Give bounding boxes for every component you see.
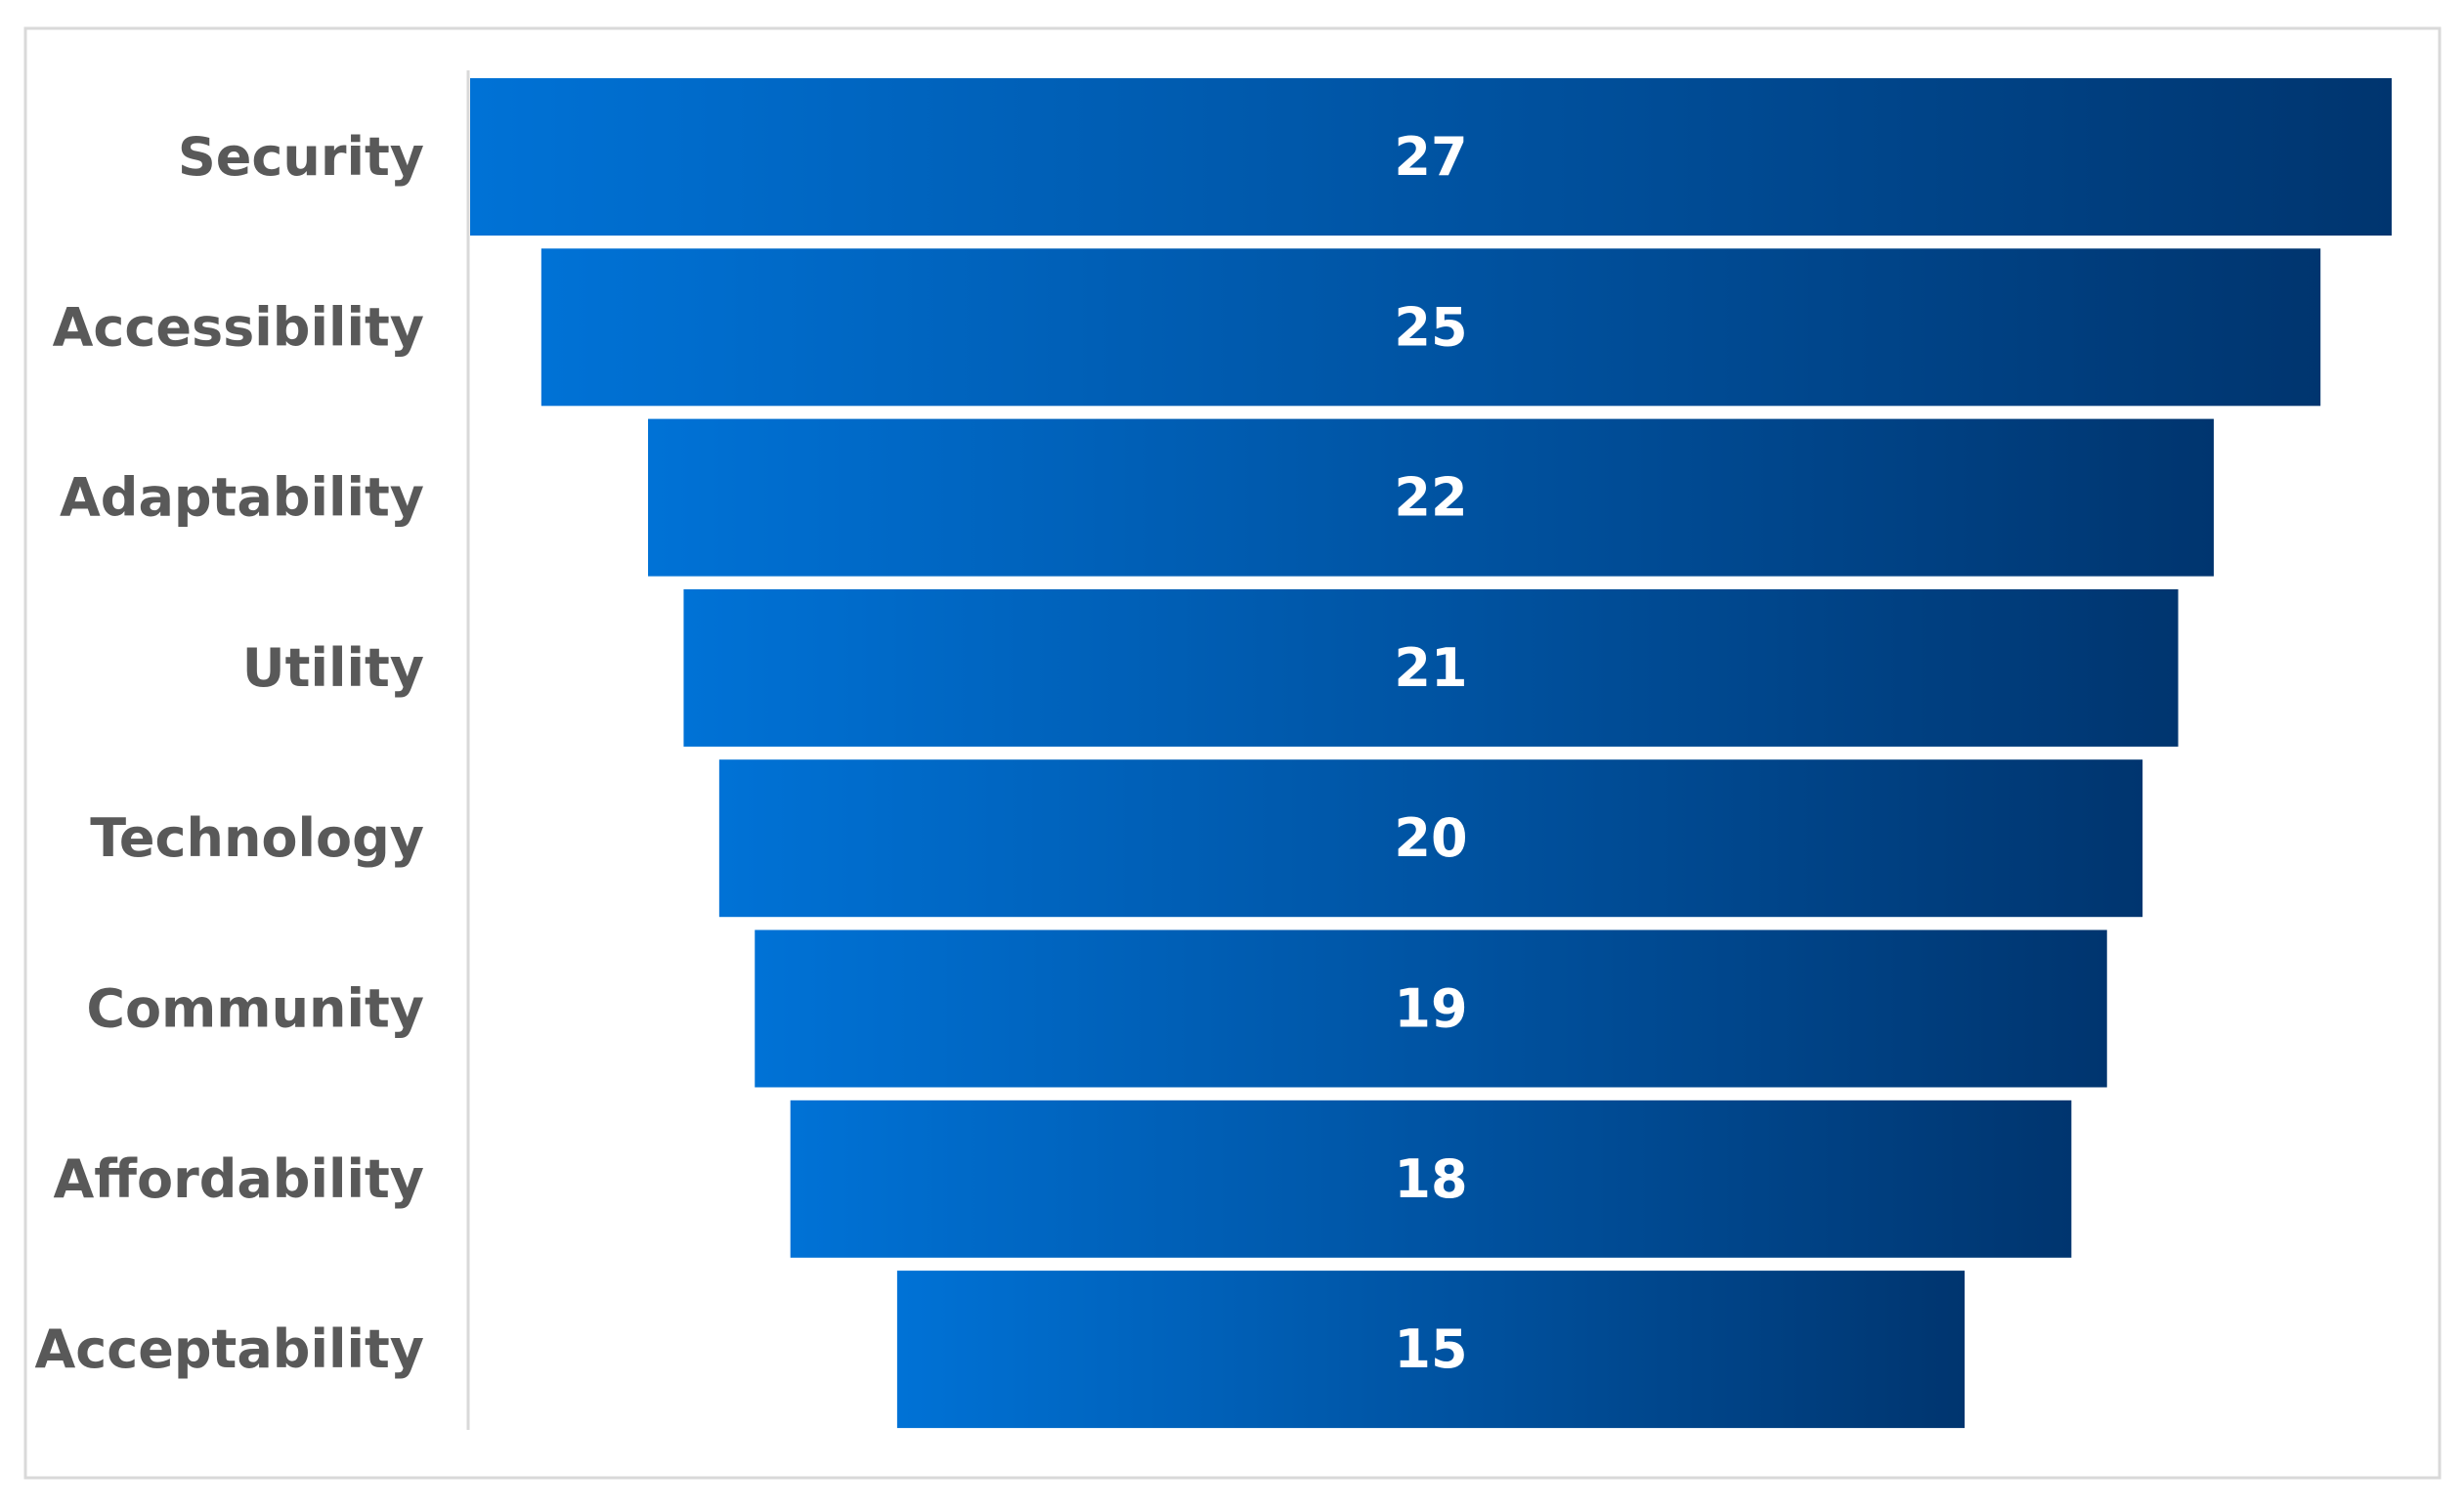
funnel-bar — [683, 588, 2179, 747]
category-label: Accessibility — [53, 296, 424, 358]
category-label: Community — [86, 978, 424, 1040]
category-label: Adaptability — [60, 467, 424, 529]
funnel-bar — [540, 248, 2321, 407]
category-label: Affordability — [53, 1148, 424, 1210]
category-label: Utility — [242, 637, 424, 699]
category-label: Acceptability — [34, 1318, 424, 1380]
value-label: 18 — [1394, 1148, 1467, 1210]
category-label: Technology — [90, 807, 424, 869]
funnel-bar — [718, 759, 2143, 918]
category-label: Security — [178, 126, 424, 188]
value-label: 15 — [1394, 1318, 1467, 1380]
funnel-bar — [755, 929, 2107, 1088]
funnel-bar — [896, 1271, 1966, 1429]
funnel-bar — [790, 1100, 2072, 1258]
value-label: 25 — [1394, 296, 1467, 358]
value-label: 21 — [1394, 637, 1467, 699]
funnel-bar — [470, 78, 2392, 236]
value-label: 20 — [1394, 807, 1467, 869]
value-label: 27 — [1394, 126, 1467, 188]
value-label: 22 — [1394, 467, 1467, 529]
chart-frame — [23, 26, 2442, 1480]
value-label: 19 — [1394, 978, 1467, 1040]
funnel-bar — [648, 418, 2214, 577]
